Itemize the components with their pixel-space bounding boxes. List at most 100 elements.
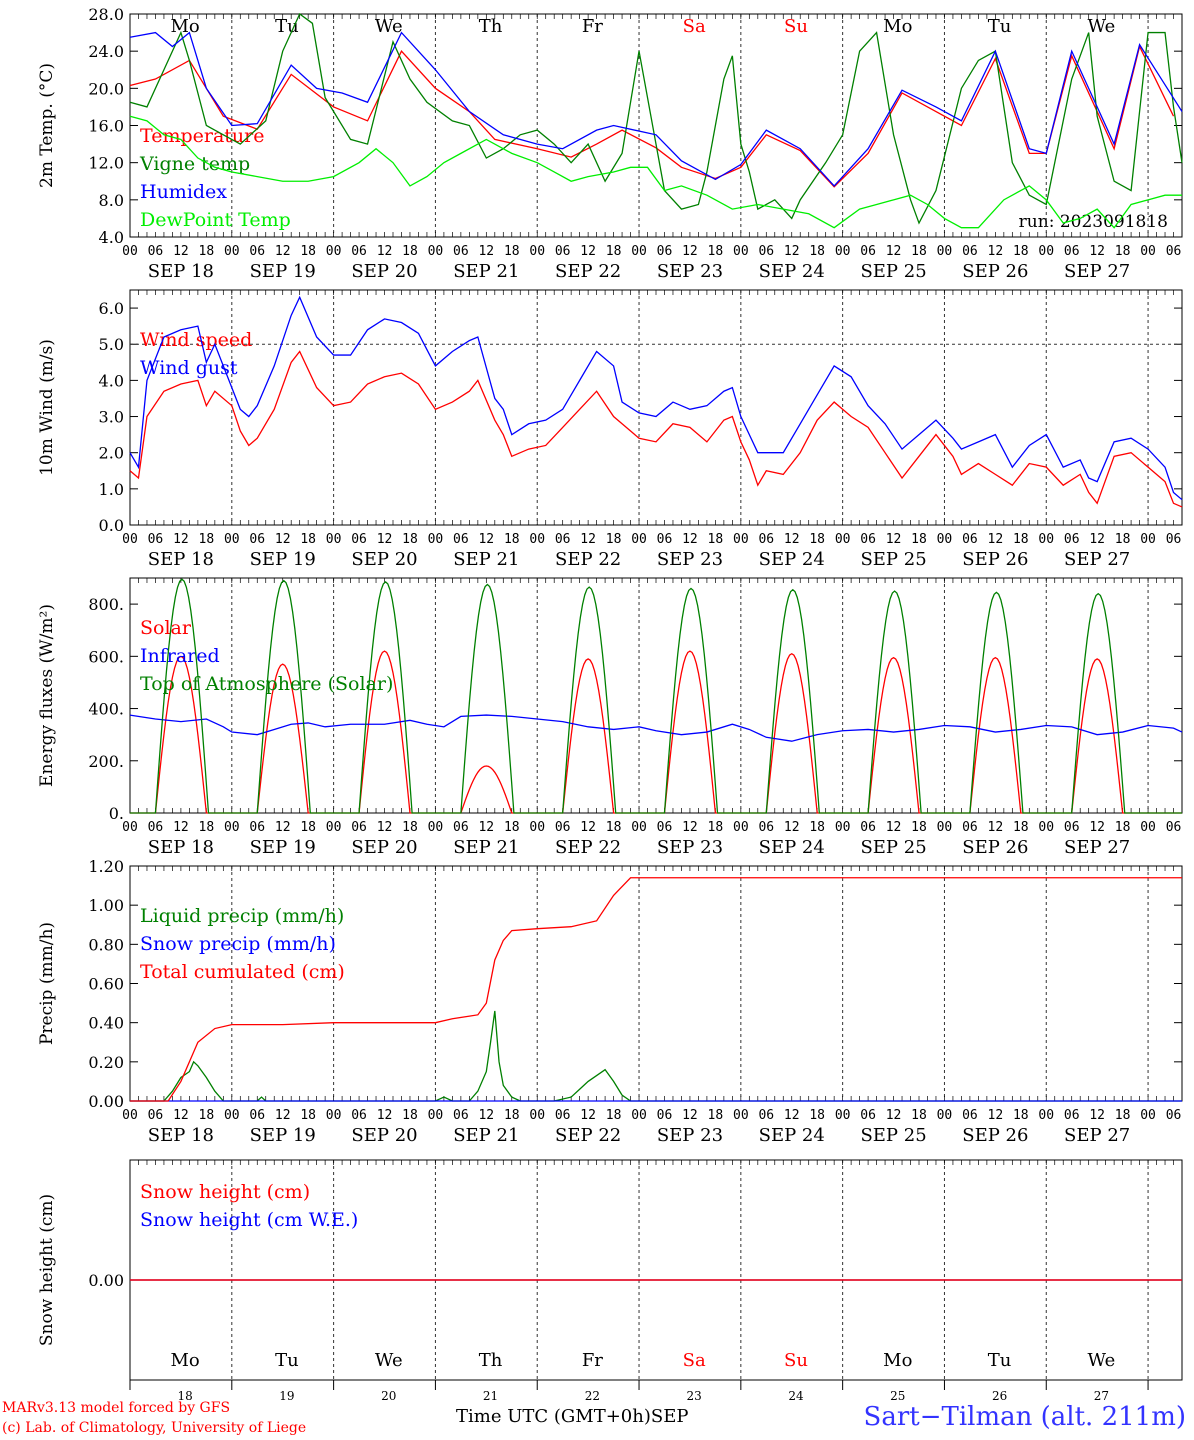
weekday-label: Sa [683,1350,706,1371]
date-label: SEP 23 [657,261,723,282]
y-tick-label: 4.0 [99,371,124,390]
hour-tick-label: 12 [988,244,1004,259]
date-label: SEP 20 [351,837,417,858]
hour-tick-label: 18 [809,532,825,547]
hour-tick-label: 12 [784,1108,800,1123]
hour-tick-label: 12 [173,244,189,259]
hour-tick-label: 06 [962,1108,978,1123]
y-tick-label: 3.0 [99,408,124,427]
hour-tick-label: 12 [377,244,393,259]
hour-tick-label: 06 [148,820,164,835]
hour-tick-label: 00 [733,820,749,835]
y-tick-label: 1.00 [88,896,124,915]
hour-tick-label: 00 [529,532,545,547]
date-label: SEP 19 [250,837,316,858]
hour-tick-label: 18 [809,1108,825,1123]
hour-tick-label: 06 [351,244,367,259]
hour-tick-label: 18 [402,820,418,835]
date-label: SEP 20 [351,1125,417,1146]
y-tick-label: 6.0 [99,299,124,318]
date-label: SEP 21 [453,261,519,282]
hour-tick-label: 18 [504,244,520,259]
hour-tick-label: 00 [937,532,953,547]
x-axis-month: SEP [650,1406,689,1427]
legend-entry: Snow precip (mm/h) [140,933,336,955]
date-label: SEP 24 [759,261,825,282]
legend-entry: Solar [140,617,192,639]
hour-tick-label: 18 [708,244,724,259]
hour-tick-label: 18 [1115,532,1131,547]
date-label: SEP 26 [962,837,1028,858]
hour-tick-label: 00 [428,1108,444,1123]
y-tick-label: 0.00 [88,1092,124,1111]
hour-tick-label: 00 [122,820,138,835]
hour-tick-label: 00 [1038,1108,1054,1123]
hour-tick-label: 00 [937,1108,953,1123]
hour-tick-label: 06 [148,244,164,259]
y-axis-label: Precip (mm/h) [37,922,57,1045]
y-tick-label: 28.0 [88,5,124,24]
y-axis-label: 2m Temp. (°C) [37,63,57,188]
hour-tick-label: 18 [199,1108,215,1123]
hour-tick-label: 12 [988,1108,1004,1123]
y-tick-label: 0.00 [88,1271,124,1290]
hour-tick-label: 12 [173,532,189,547]
bottom-day-number: 19 [279,1389,294,1403]
weekday-label: Su [784,1350,808,1371]
hour-tick-label: 12 [275,244,291,259]
hour-tick-label: 00 [631,1108,647,1123]
date-label: SEP 22 [555,261,621,282]
hour-tick-label: 00 [937,820,953,835]
weekday-label: Tu [988,16,1012,37]
weekday-label: Tu [275,1350,299,1371]
date-label: SEP 24 [759,549,825,570]
date-label: SEP 23 [657,549,723,570]
hour-tick-label: 18 [199,820,215,835]
hour-tick-label: 06 [860,532,876,547]
date-label: SEP 22 [555,549,621,570]
hour-tick-label: 18 [504,1108,520,1123]
date-label: SEP 27 [1064,549,1130,570]
hour-tick-label: 12 [275,1108,291,1123]
weekday-label: Tu [275,16,299,37]
y-tick-label: 400. [88,700,124,719]
hour-tick-label: 00 [122,532,138,547]
series-line [129,44,1175,188]
hour-tick-label: 12 [377,532,393,547]
station-label: Sart−Tilman (alt. 211m) [863,1402,1186,1432]
bottom-day-number: 25 [890,1389,905,1403]
series-line [129,115,1182,229]
y-tick-label: 20.0 [88,79,124,98]
hour-tick-label: 06 [148,1108,164,1123]
legend-entry: Liquid precip (mm/h) [140,905,344,927]
date-label: SEP 18 [148,1125,214,1146]
hour-tick-label: 00 [529,820,545,835]
hour-tick-label: 06 [1166,1108,1182,1123]
legend-entry: Humidex [140,181,227,203]
hour-tick-label: 18 [1115,820,1131,835]
hour-tick-label: 00 [937,244,953,259]
weekday-label: Tu [988,1350,1012,1371]
bottom-day-number: 26 [992,1389,1007,1403]
hour-tick-label: 00 [326,820,342,835]
date-label: SEP 19 [250,549,316,570]
hour-tick-label: 06 [351,1108,367,1123]
hour-tick-label: 06 [860,820,876,835]
hour-tick-label: 06 [758,532,774,547]
date-label: SEP 25 [860,1125,926,1146]
hour-tick-label: 06 [1064,1108,1080,1123]
weekday-label: Sa [683,16,706,37]
legend-entry: Snow height (cm) [140,1181,310,1203]
y-tick-label: 4.0 [99,228,124,247]
hour-tick-label: 00 [224,244,240,259]
hour-tick-label: 00 [122,244,138,259]
hour-tick-label: 00 [733,244,749,259]
date-label: SEP 26 [962,261,1028,282]
hour-tick-label: 18 [1013,820,1029,835]
legend-entry: Snow height (cm W.E.) [140,1209,358,1231]
hour-tick-label: 12 [988,532,1004,547]
hour-tick-label: 12 [682,820,698,835]
hour-tick-label: 12 [275,532,291,547]
hour-tick-label: 18 [911,1108,927,1123]
